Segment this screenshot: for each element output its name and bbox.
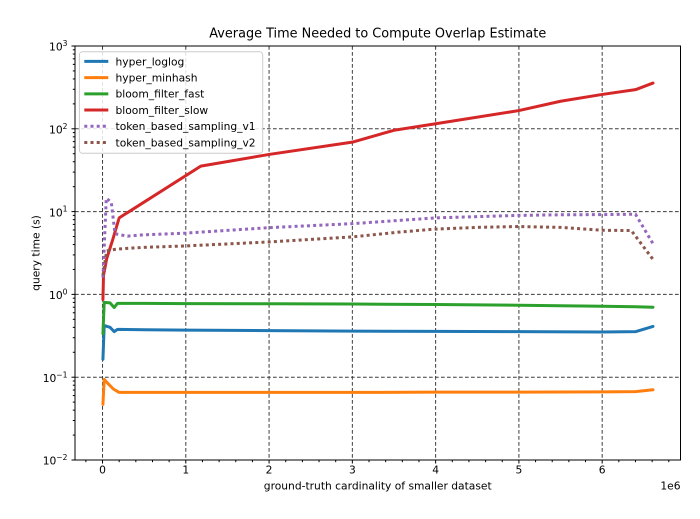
- x-tick-label: 1: [182, 464, 189, 477]
- legend-label: bloom_filter_slow: [116, 104, 209, 117]
- y-tick-label: 10−1: [43, 370, 68, 385]
- x-tick-label: 0: [99, 464, 106, 477]
- series-token_based_sampling_v1: [101, 196, 655, 278]
- y-tick-label: 102: [49, 122, 68, 137]
- y-axis-label: query time (s): [30, 215, 43, 291]
- legend-item-hyper_minhash: hyper_minhash: [84, 72, 198, 85]
- series-bloom_filter_slow: [101, 81, 655, 301]
- ticks: [71, 45, 670, 464]
- chart-title: Average Time Needed to Compute Overlap E…: [209, 27, 546, 42]
- series-bloom_filter_fast: [101, 300, 655, 336]
- legend-label: token_based_sampling_v2: [116, 136, 256, 149]
- legend-item-bloom_filter_slow: bloom_filter_slow: [84, 104, 208, 117]
- y-tick-label: 10−2: [43, 453, 68, 468]
- x-tick-label: 2: [266, 464, 273, 477]
- legend-label: bloom_filter_fast: [116, 88, 205, 101]
- series-hyper_minhash: [101, 377, 655, 406]
- x-axis-label: ground-truth cardinality of smaller data…: [264, 480, 492, 493]
- legend-label: hyper_loglog: [116, 55, 185, 68]
- y-tick-label: 100: [49, 288, 68, 303]
- y-tick-label: 101: [49, 205, 68, 220]
- legend-item-token_based_sampling_v1: token_based_sampling_v1: [84, 120, 256, 133]
- legend-item-token_based_sampling_v2: token_based_sampling_v2: [84, 136, 256, 149]
- axes-spines: [74, 45, 681, 461]
- legend-item-bloom_filter_fast: bloom_filter_fast: [84, 88, 204, 101]
- y-tick-label: 103: [49, 39, 68, 54]
- series-token_based_sampling_v2: [101, 225, 655, 276]
- x-tick-label: 5: [515, 464, 522, 477]
- x-tick-label: 3: [349, 464, 356, 477]
- legend-item-hyper_loglog: hyper_loglog: [84, 55, 184, 68]
- x-tick-label: 4: [432, 464, 439, 477]
- series-hyper_loglog: [101, 324, 655, 361]
- x-axis-offset-label: 1e6: [660, 480, 680, 493]
- legend-label: hyper_minhash: [116, 72, 198, 85]
- legend-box: [78, 51, 264, 154]
- legend: hyper_loglog hyper_minhash bloom_filter_fa…: [78, 51, 264, 154]
- x-tick-label: 6: [599, 464, 606, 477]
- legend-label: token_based_sampling_v1: [116, 120, 256, 133]
